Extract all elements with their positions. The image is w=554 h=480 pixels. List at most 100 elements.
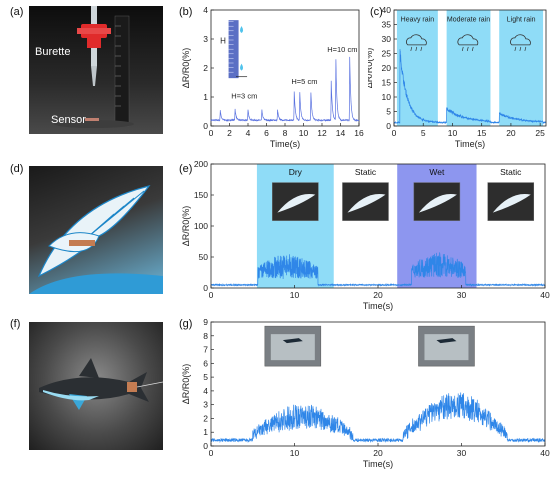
x-tick-label: 0 (209, 448, 214, 458)
x-tick-label: 0 (209, 290, 214, 300)
x-tick-label: 10 (299, 128, 309, 138)
region-label: Heavy rain (401, 17, 435, 24)
region-label: Moderate rain (447, 17, 490, 24)
x-axis-label: Time(s) (455, 139, 485, 149)
x-tick-label: 20 (506, 128, 516, 138)
x-tick-label: 40 (540, 448, 550, 458)
y-tick-label: 4 (203, 5, 208, 15)
sun-cloud-light-rain-icon (510, 34, 531, 51)
x-tick-label: 12 (317, 128, 327, 138)
y-axis-label: ΔR/R0(%) (368, 48, 374, 89)
panel-label-c: (c) (370, 6, 383, 18)
x-tick-label: 14 (336, 128, 346, 138)
panel-label-b: (b) (179, 6, 193, 18)
cloud-moderate-rain-icon (457, 34, 479, 51)
inset-height-label: H (220, 36, 226, 45)
y-tick-label: 150 (194, 190, 208, 200)
thumbnail-bird (277, 193, 316, 213)
y-tick-label: 6 (203, 358, 208, 368)
y-tick-label: 0 (203, 283, 208, 293)
y-tick-label: 35 (382, 20, 392, 30)
y-tick-label: 5 (386, 107, 391, 117)
burette-illustration (54, 6, 134, 128)
tank-shark (282, 338, 303, 344)
y-tick-label: 0 (203, 441, 208, 451)
y-tick-label: 200 (194, 160, 208, 169)
x-tick-label: 10 (290, 448, 300, 458)
photo-ornithopter (29, 166, 163, 294)
series-line-g (210, 392, 546, 443)
burette-annotation: Burette (35, 46, 71, 58)
chart-g: 0 10 20 30 40 0 1 2 3 4 5 6 7 8 9 Time(s) ΔR/R0(%) (181, 317, 550, 469)
cloud-heavy-rain-icon (406, 34, 427, 51)
y-tick-label: 10 (382, 92, 392, 102)
y-tick-label: 2 (203, 413, 208, 423)
x-tick-label: 20 (373, 290, 383, 300)
y-tick-label: 7 (203, 345, 208, 355)
peak-annotation: H=10 cm (327, 45, 357, 54)
peak-annotation: H=3 cm (231, 91, 257, 100)
y-tick-label: 1 (203, 427, 208, 437)
thumbnail-bird (347, 193, 386, 213)
chart-c: Heavy rain Moderate rain Light rain 0 5 10 15 2… (368, 5, 547, 149)
x-tick-label: 20 (373, 448, 383, 458)
y-tick-label: 5 (203, 372, 208, 382)
x-tick-label: 40 (540, 290, 550, 300)
shark-illustration (39, 358, 163, 410)
tank-water (270, 334, 315, 361)
region-label: Wet (429, 167, 445, 177)
sensor-annotation: Sensor (51, 114, 86, 126)
y-tick-label: 3 (203, 400, 208, 410)
region-label: Light rain (507, 17, 536, 24)
y-tick-label: 50 (199, 252, 209, 262)
y-tick-label: 9 (203, 317, 208, 327)
panel-label-e: (e) (179, 163, 193, 175)
shaded-region (499, 10, 544, 126)
x-tick-label: 15 (477, 128, 487, 138)
y-tick-label: 1 (203, 92, 208, 102)
shaded-region (396, 10, 438, 126)
tank-shark (436, 338, 457, 344)
peak-annotation: H=5 cm (291, 77, 317, 86)
x-tick-label: 30 (457, 290, 467, 300)
x-tick-label: 0 (392, 128, 397, 138)
thumbnail-bird (418, 193, 457, 213)
droplet-icon (240, 63, 244, 71)
x-tick-label: 10 (290, 290, 300, 300)
y-tick-label: 30 (382, 34, 392, 44)
x-tick-label: 4 (246, 128, 251, 138)
x-tick-label: 10 (448, 128, 458, 138)
x-tick-label: 2 (227, 128, 232, 138)
y-tick-label: 20 (382, 63, 392, 73)
y-tick-label: 0 (203, 121, 208, 131)
x-tick-label: 16 (354, 128, 364, 138)
x-tick-label: 5 (421, 128, 426, 138)
ornithopter-illustration (29, 185, 163, 294)
y-tick-label: 0 (386, 121, 391, 131)
region-label: Dry (289, 167, 303, 177)
panel-label-d: (d) (10, 163, 24, 175)
x-axis-label: Time(s) (363, 301, 393, 311)
y-tick-label: 40 (382, 5, 392, 15)
shaded-region (446, 10, 491, 126)
x-tick-label: 0 (209, 128, 214, 138)
chart-e: Dry Static Wet Static 0 10 20 30 40 0 50 100 150 200 T… (181, 160, 550, 311)
x-tick-label: 30 (457, 448, 467, 458)
series-line-c (393, 49, 547, 125)
y-axis-label: ΔR/R0(%) (181, 48, 191, 89)
photo-robotic-shark (29, 322, 163, 450)
y-tick-label: 25 (382, 49, 392, 59)
droplet-icon (240, 25, 244, 33)
thumbnail-bird (492, 193, 531, 213)
y-axis-label: ΔR/R0(%) (181, 364, 191, 405)
y-tick-label: 2 (203, 63, 208, 73)
y-tick-label: 15 (382, 78, 392, 88)
y-tick-label: 4 (203, 386, 208, 396)
y-tick-label: 3 (203, 34, 208, 44)
y-tick-label: 8 (203, 331, 208, 341)
series-line-e (210, 252, 546, 287)
region-label: Static (500, 167, 522, 177)
panel-label-g: (g) (179, 318, 193, 330)
panel-label-a: (a) (10, 6, 24, 18)
